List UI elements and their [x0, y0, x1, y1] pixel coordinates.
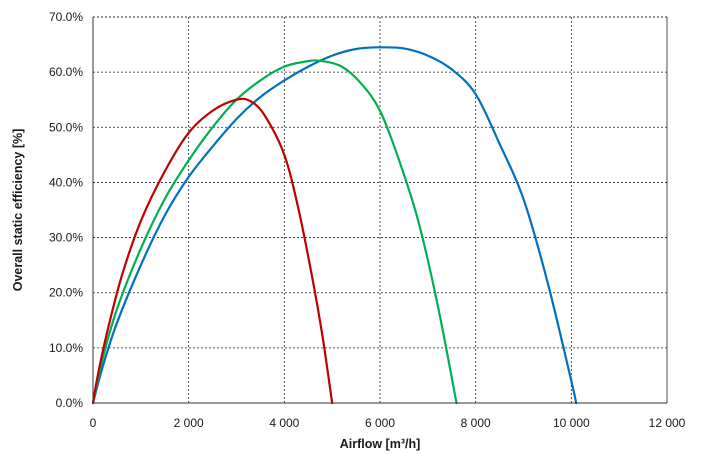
y-tick-label: 30.0% — [49, 231, 83, 245]
y-tick-label: 50.0% — [49, 120, 83, 134]
series-line-3 — [91, 46, 578, 405]
grid — [92, 16, 668, 404]
tick-labels: 0 2 000 4 000 6 000 8 000 10 000 12 000 0.0% 10.… — [49, 10, 686, 430]
x-tick-label: 6 000 — [365, 416, 395, 430]
y-tick-label: 70.0% — [49, 10, 83, 24]
y-axis-title: Overall static efficiency [%] — [11, 129, 25, 292]
x-axis-title: Airflow [m³/h] — [340, 437, 421, 451]
y-tick-label: 10.0% — [49, 341, 83, 355]
x-tick-label: 12 000 — [649, 416, 686, 430]
x-tick-label: 2 000 — [174, 416, 204, 430]
y-tick-label: 20.0% — [49, 286, 83, 300]
y-tick-label: 0.0% — [56, 396, 84, 410]
x-tick-label: 8 000 — [461, 416, 491, 430]
y-tick-label: 60.0% — [49, 65, 83, 79]
x-tick-label: 0 — [90, 416, 97, 430]
series-line-1 — [91, 97, 334, 405]
y-tick-label: 40.0% — [49, 175, 83, 189]
x-tick-label: 10 000 — [553, 416, 590, 430]
series-line-2 — [91, 59, 458, 405]
axes — [92, 17, 667, 404]
x-tick-label: 4 000 — [269, 416, 299, 430]
series-lines — [91, 46, 578, 405]
